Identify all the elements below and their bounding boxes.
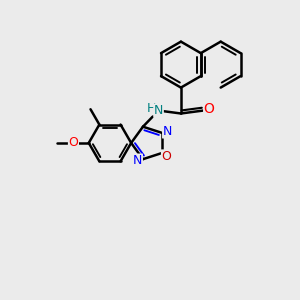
Text: O: O (68, 136, 78, 149)
Text: O: O (204, 102, 214, 116)
Text: O: O (161, 150, 171, 163)
Text: N: N (163, 125, 172, 138)
Text: N: N (133, 154, 142, 167)
Text: H: H (146, 102, 156, 115)
Text: N: N (154, 104, 163, 117)
